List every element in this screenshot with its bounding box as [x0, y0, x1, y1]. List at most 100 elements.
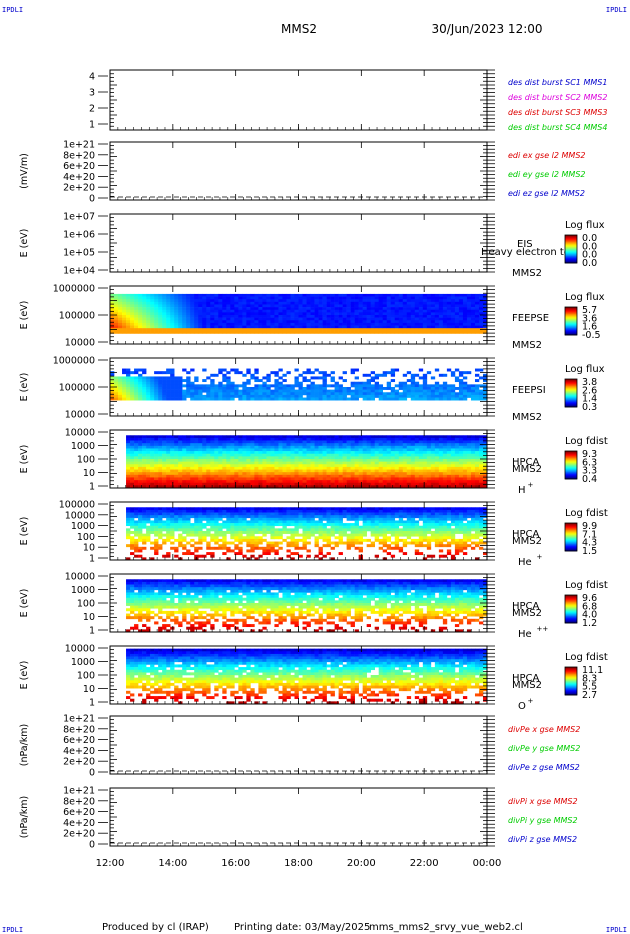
spectrogram-cell [222, 525, 227, 529]
spectrogram-cell [398, 456, 404, 460]
spectrogram-cell [362, 474, 367, 478]
spectrogram-cell [398, 472, 404, 476]
colorbar-segment [565, 250, 577, 252]
spectrogram-cell [178, 301, 183, 305]
spectrogram-cell [162, 387, 167, 390]
spectrogram-cell [206, 448, 211, 452]
spectrogram-cell [242, 464, 247, 468]
spectrogram-cell [250, 528, 255, 532]
spectrogram-cell [282, 397, 287, 401]
spectrogram-cell [406, 387, 412, 390]
spectrogram-cell [254, 371, 259, 375]
spectrogram-cell [158, 533, 163, 537]
spectrogram-cell [274, 456, 279, 460]
spectrogram-cell [130, 309, 135, 313]
spectrogram-cell [138, 466, 143, 470]
spectrogram-cell [230, 459, 235, 462]
spectrogram-cell [470, 392, 476, 396]
spectrogram-cell [218, 546, 223, 550]
spectrogram-cell [326, 322, 331, 326]
spectrogram-cell [302, 482, 307, 486]
spectrogram-cell [410, 301, 416, 305]
spectrogram-cell [306, 392, 311, 396]
spectrogram-cell [370, 299, 375, 303]
spectrogram-cell [482, 464, 488, 468]
spectrogram-cell [254, 293, 259, 297]
spectrogram-cell [262, 469, 267, 473]
spectrogram-cell [174, 480, 179, 484]
spectrogram-cell [382, 482, 388, 486]
spectrogram-cell [474, 477, 480, 481]
spectrogram-cell [274, 307, 279, 311]
spectrogram-cell [374, 466, 380, 470]
spectrogram-cell [158, 384, 163, 388]
spectrogram-cell [450, 474, 456, 478]
spectrogram-cell [134, 435, 139, 439]
spectrogram-cell [342, 448, 347, 452]
spectrogram-cell [222, 459, 227, 462]
spectrogram-cell [190, 397, 195, 401]
spectrogram-cell [314, 482, 319, 486]
spectrogram-cell [138, 315, 143, 318]
spectrogram-cell [414, 485, 420, 489]
spectrogram-cell [182, 301, 187, 305]
spectrogram-cell [466, 389, 472, 393]
spectrogram-cell [286, 315, 291, 318]
spectrogram-cell [214, 330, 219, 334]
spectrogram-cell [358, 469, 363, 473]
spectrogram-cell [402, 459, 408, 462]
spectrogram-cell [250, 536, 255, 540]
spectrogram-cell [190, 322, 195, 326]
spectrogram-cell [178, 544, 183, 548]
spectrogram-cell [462, 437, 468, 441]
spectrogram-cell [466, 330, 472, 334]
spectrogram-cell [414, 472, 420, 476]
spectrogram-cell [194, 472, 199, 476]
spectrogram-cell [226, 328, 231, 332]
spectrogram-cell [198, 528, 203, 532]
spectrogram-cell [218, 293, 223, 297]
spectrogram-cell [230, 328, 235, 332]
spectrogram-cell [294, 464, 299, 468]
spectrogram-cell [354, 397, 359, 401]
spectrogram-cell [126, 397, 131, 401]
spectrogram-cell [330, 322, 335, 326]
spectrogram-cell [338, 315, 343, 318]
spectrogram-cell [194, 554, 199, 558]
spectrogram-cell [342, 437, 347, 441]
spectrogram-cell [478, 477, 484, 481]
spectrogram-cell [458, 445, 464, 449]
spectrogram-cell [182, 477, 187, 481]
spectrogram-cell [218, 384, 223, 388]
spectrogram-cell [234, 448, 239, 452]
spectrogram-cell [434, 445, 440, 449]
spectrogram-cell [386, 397, 392, 401]
spectrogram-cell [274, 330, 279, 334]
spectrogram-cell [254, 325, 259, 329]
spectrogram-cell [238, 304, 243, 308]
spectrogram-cell [358, 464, 363, 468]
spectrogram-cell [178, 512, 183, 516]
spectrogram-cell [458, 299, 464, 303]
spectrogram-cell [218, 394, 223, 398]
spectrogram-cell [442, 307, 448, 311]
spectrogram-cell [234, 330, 239, 334]
spectrogram-cell [266, 307, 271, 311]
spectrogram-cell [182, 394, 187, 398]
spectrogram-cell [294, 309, 299, 313]
spectrogram-cell [302, 376, 307, 380]
spectrogram-cell [478, 296, 484, 300]
spectrogram-cell [262, 384, 267, 388]
spectrogram-cell [382, 315, 388, 318]
spectrogram-cell [402, 477, 408, 481]
spectrogram-cell [194, 296, 199, 300]
spectrogram-cell [438, 315, 444, 318]
spectrogram-cell [454, 445, 460, 449]
spectrogram-cell [338, 392, 343, 396]
spectrogram-cell [402, 453, 408, 457]
spectrogram-cell [130, 485, 135, 489]
spectrogram-cell [406, 477, 412, 481]
spectrogram-cell [478, 480, 484, 484]
spectrogram-cell [342, 464, 347, 468]
spectrogram-cell [222, 466, 227, 470]
